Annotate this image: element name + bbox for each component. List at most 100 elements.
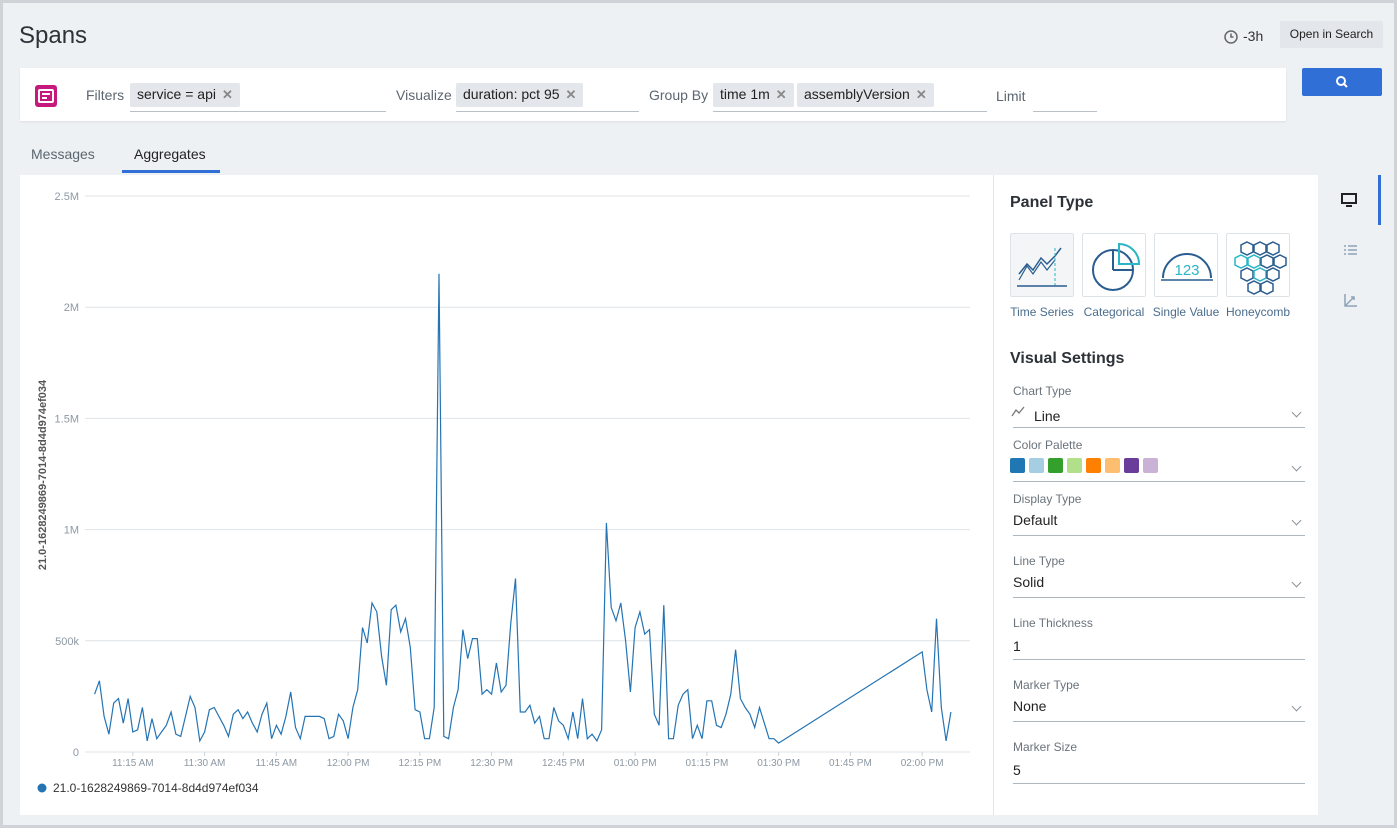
line-thickness-input[interactable]: 1: [1013, 638, 1021, 654]
ornament: [1013, 427, 1305, 428]
x-tick-label: 11:15 AM: [112, 758, 154, 769]
chip-text: assemblyVersion: [804, 86, 910, 102]
decoration: [1234, 241, 1287, 295]
chip-text: service = api: [137, 86, 216, 102]
field-label: Line Type: [1013, 554, 1065, 568]
x-tick-label: 01:30 PM: [757, 758, 800, 769]
ornament: [1013, 535, 1305, 536]
y-tick-label: 0: [73, 747, 79, 759]
decoration: [1247, 280, 1261, 295]
decoration: [1378, 175, 1381, 225]
decoration: [1234, 254, 1248, 269]
decoration: [122, 170, 220, 173]
panel-type-option[interactable]: 123: [1154, 233, 1218, 297]
axes-icon[interactable]: [1343, 293, 1357, 307]
decoration: [1018, 259, 1056, 281]
decoration: [1343, 83, 1348, 88]
filters-label: Filters: [86, 87, 125, 103]
palette-swatch: [1086, 458, 1101, 473]
group-chip[interactable]: assemblyVersion ✕: [797, 83, 934, 107]
limit-label: Limit: [996, 88, 1026, 104]
x-tick-label: 11:45 AM: [256, 758, 298, 769]
panel-type-label: Categorical: [1083, 305, 1145, 319]
decoration: [1344, 245, 1357, 255]
sidebar: [1318, 175, 1380, 815]
y-axis-label: 21.0-1628249869-7014-8d4d974ef034: [37, 379, 49, 570]
limit-input[interactable]: [1033, 111, 1097, 112]
open-in-search-button[interactable]: Open in Search: [1280, 21, 1383, 48]
decoration: [1118, 242, 1141, 265]
field-label: Marker Size: [1013, 740, 1078, 754]
chart: 0 500k 1M 1.5M 2M 2.5M 11:15 AM 11:30 AM 11:45 A…: [37, 191, 970, 795]
chip-text: duration: pct 95: [463, 86, 560, 102]
field-label: Display Type: [1013, 492, 1082, 506]
legend-marker: [37, 783, 47, 793]
ornament: [130, 111, 386, 112]
decoration: [38, 89, 54, 103]
ornament: [1017, 247, 1067, 288]
decoration: [1344, 294, 1357, 307]
decoration: [1260, 280, 1274, 295]
ornament: [713, 111, 987, 112]
decoration: [1162, 253, 1212, 279]
palette-swatch: [1048, 458, 1063, 473]
ornament: ✕: [221, 87, 233, 102]
ornament: [456, 111, 639, 112]
ornament: [1013, 721, 1305, 722]
decoration: [42, 93, 50, 99]
decoration: [1341, 193, 1357, 204]
ornament: ✕: [915, 87, 927, 102]
decoration: [1240, 267, 1254, 282]
display-type-select[interactable]: Default: [1013, 512, 1058, 528]
x-tick-label: 02:00 PM: [901, 758, 944, 769]
field-label: Color Palette: [1013, 438, 1083, 452]
decoration: [1260, 254, 1274, 269]
ornament: [1013, 783, 1305, 784]
filter-chip[interactable]: service = api ✕: [130, 83, 240, 107]
settings-title: Visual Settings: [1010, 350, 1125, 367]
chart-type-select[interactable]: Line: [1034, 408, 1061, 424]
field-label: Line Thickness: [1013, 616, 1093, 630]
ornament: [1013, 659, 1305, 660]
panel-type-label: Time Series: [1010, 305, 1074, 319]
panel-title: Panel Type: [1010, 194, 1094, 211]
series-line: [94, 273, 952, 744]
panel-type-option[interactable]: [1010, 233, 1074, 297]
decoration: [1240, 241, 1254, 256]
time-range[interactable]: -3h: [1243, 28, 1264, 44]
line-type-select[interactable]: Solid: [1013, 574, 1045, 590]
y-tick-label: 1M: [64, 525, 79, 537]
ornament: [1092, 242, 1141, 291]
tab[interactable]: Messages: [31, 146, 95, 162]
ornament: ✕: [565, 87, 577, 102]
page-title: Spans: [19, 22, 88, 49]
panel-type-option[interactable]: [1226, 233, 1290, 297]
decoration: [1011, 406, 1025, 417]
marker-size-input[interactable]: 5: [1013, 762, 1021, 778]
chip-text: time 1m: [720, 86, 770, 102]
marker-type-select[interactable]: None: [1013, 698, 1047, 714]
decoration: [1247, 254, 1261, 269]
x-tick-label: 01:00 PM: [614, 758, 657, 769]
decoration: [1224, 30, 1238, 44]
display-icon[interactable]: [1341, 193, 1357, 207]
x-tick-label: 12:00 PM: [327, 758, 370, 769]
group-by-label: Group By: [649, 87, 709, 103]
visualize-chip[interactable]: duration: pct 95 ✕: [456, 83, 584, 107]
list-icon[interactable]: [1343, 243, 1357, 257]
ornament: 123: [1161, 253, 1213, 281]
ornament: [1234, 241, 1287, 295]
y-tick-label: 1.5M: [55, 413, 79, 425]
x-tick-label: 12:45 PM: [542, 758, 585, 769]
x-tick-label: 12:30 PM: [470, 758, 513, 769]
palette-swatch: [1010, 458, 1025, 473]
group-chip[interactable]: time 1m ✕: [713, 83, 794, 107]
x-tick-label: 12:15 PM: [398, 758, 441, 769]
palette-swatch: [1124, 458, 1139, 473]
panel-type-label: Honeycomb: [1225, 305, 1291, 319]
decoration: [1266, 267, 1280, 282]
panel-type-option[interactable]: [1082, 233, 1146, 297]
tab-active[interactable]: Aggregates: [134, 146, 206, 162]
search-button[interactable]: [1302, 68, 1382, 96]
